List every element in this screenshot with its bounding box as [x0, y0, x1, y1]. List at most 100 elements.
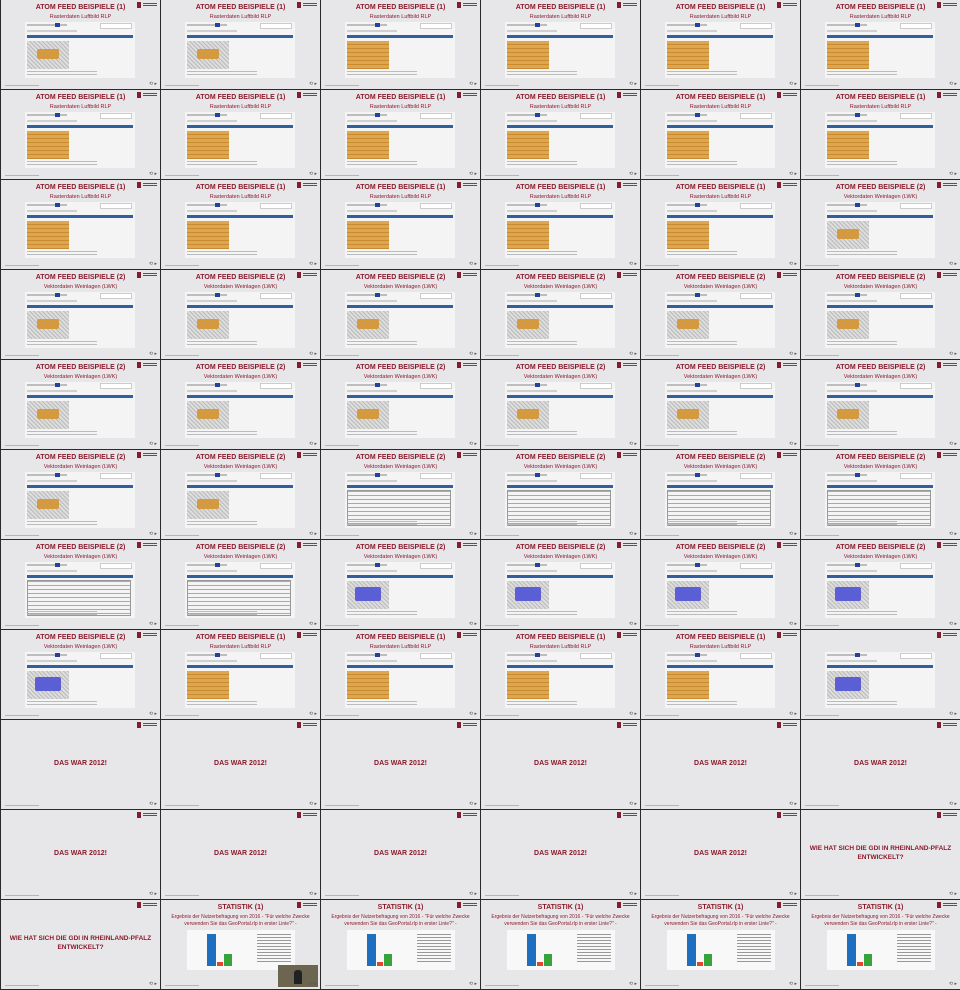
- slide-nav-icon[interactable]: ⟲ ▸: [148, 981, 157, 987]
- slide-thumbnail[interactable]: STATISTIK (1) Ergebnis der Nutzerbefragun…: [321, 900, 480, 989]
- slide-thumbnail[interactable]: ATOM FEED BEISPIELE (1) Rasterdaten Luftb…: [481, 180, 640, 269]
- slide-thumbnail[interactable]: DAS WAR 2012! ⟲ ▸: [161, 720, 320, 809]
- slide-nav-icon[interactable]: ⟲ ▸: [948, 351, 957, 357]
- slide-nav-icon[interactable]: ⟲ ▸: [948, 621, 957, 627]
- slide-nav-icon[interactable]: ⟲ ▸: [788, 441, 797, 447]
- slide-nav-icon[interactable]: ⟲ ▸: [468, 801, 477, 807]
- slide-nav-icon[interactable]: ⟲ ▸: [788, 171, 797, 177]
- slide-nav-icon[interactable]: ⟲ ▸: [948, 981, 957, 987]
- slide-nav-icon[interactable]: ⟲ ▸: [308, 621, 317, 627]
- slide-nav-icon[interactable]: ⟲ ▸: [308, 531, 317, 537]
- slide-thumbnail[interactable]: ATOM FEED BEISPIELE (1) Rasterdaten Luftb…: [161, 630, 320, 719]
- slide-thumbnail[interactable]: ATOM FEED BEISPIELE (2) Vektordaten Weinl…: [481, 360, 640, 449]
- slide-nav-icon[interactable]: ⟲ ▸: [148, 531, 157, 537]
- slide-thumbnail[interactable]: ATOM FEED BEISPIELE (2) Vektordaten Weinl…: [321, 450, 480, 539]
- slide-thumbnail[interactable]: ATOM FEED BEISPIELE (2) Vektordaten Weinl…: [801, 180, 960, 269]
- slide-thumbnail[interactable]: DAS WAR 2012! ⟲ ▸: [1, 720, 160, 809]
- slide-nav-icon[interactable]: ⟲ ▸: [628, 981, 637, 987]
- slide-thumbnail[interactable]: ATOM FEED BEISPIELE (1) Rasterdaten Luftb…: [1, 0, 160, 89]
- slide-thumbnail[interactable]: ATOM FEED BEISPIELE (2) Vektordaten Weinl…: [161, 270, 320, 359]
- slide-nav-icon[interactable]: ⟲ ▸: [628, 531, 637, 537]
- slide-nav-icon[interactable]: ⟲ ▸: [468, 531, 477, 537]
- slide-thumbnail[interactable]: ATOM FEED BEISPIELE (1) Rasterdaten Luftb…: [321, 90, 480, 179]
- slide-nav-icon[interactable]: ⟲ ▸: [948, 801, 957, 807]
- slide-thumbnail[interactable]: ATOM FEED BEISPIELE (1) Rasterdaten Luftb…: [161, 90, 320, 179]
- slide-nav-icon[interactable]: ⟲ ▸: [628, 621, 637, 627]
- slide-nav-icon[interactable]: ⟲ ▸: [308, 441, 317, 447]
- slide-nav-icon[interactable]: ⟲ ▸: [788, 981, 797, 987]
- slide-thumbnail[interactable]: ATOM FEED BEISPIELE (2) Vektordaten Weinl…: [481, 540, 640, 629]
- slide-nav-icon[interactable]: ⟲ ▸: [468, 171, 477, 177]
- slide-thumbnail[interactable]: ATOM FEED BEISPIELE (2) Vektordaten Weinl…: [481, 450, 640, 539]
- slide-thumbnail[interactable]: ATOM FEED BEISPIELE (2) Vektordaten Weinl…: [801, 270, 960, 359]
- slide-thumbnail[interactable]: ATOM FEED BEISPIELE (1) Rasterdaten Luftb…: [481, 90, 640, 179]
- slide-thumbnail[interactable]: ATOM FEED BEISPIELE (2) Vektordaten Weinl…: [1, 540, 160, 629]
- slide-thumbnail[interactable]: ATOM FEED BEISPIELE (2) Vektordaten Weinl…: [641, 360, 800, 449]
- slide-thumbnail[interactable]: DAS WAR 2012! ⟲ ▸: [1, 810, 160, 899]
- slide-thumbnail[interactable]: ATOM FEED BEISPIELE (1) Rasterdaten Luftb…: [321, 180, 480, 269]
- slide-thumbnail[interactable]: ⟲ ▸: [801, 630, 960, 719]
- slide-thumbnail[interactable]: ATOM FEED BEISPIELE (1) Rasterdaten Luftb…: [801, 90, 960, 179]
- slide-nav-icon[interactable]: ⟲ ▸: [788, 81, 797, 87]
- slide-nav-icon[interactable]: ⟲ ▸: [628, 891, 637, 897]
- slide-nav-icon[interactable]: ⟲ ▸: [148, 711, 157, 717]
- slide-thumbnail[interactable]: ATOM FEED BEISPIELE (1) Rasterdaten Luftb…: [1, 180, 160, 269]
- slide-thumbnail[interactable]: WIE HAT SICH DIE GDI IN RHEINLAND-PFALZ …: [1, 900, 160, 989]
- slide-nav-icon[interactable]: ⟲ ▸: [148, 441, 157, 447]
- slide-nav-icon[interactable]: ⟲ ▸: [148, 171, 157, 177]
- slide-nav-icon[interactable]: ⟲ ▸: [308, 261, 317, 267]
- slide-nav-icon[interactable]: ⟲ ▸: [308, 81, 317, 87]
- slide-nav-icon[interactable]: ⟲ ▸: [788, 531, 797, 537]
- slide-thumbnail[interactable]: ATOM FEED BEISPIELE (2) Vektordaten Weinl…: [321, 360, 480, 449]
- slide-nav-icon[interactable]: ⟲ ▸: [948, 261, 957, 267]
- slide-thumbnail[interactable]: ATOM FEED BEISPIELE (2) Vektordaten Weinl…: [1, 630, 160, 719]
- slide-thumbnail[interactable]: ATOM FEED BEISPIELE (2) Vektordaten Weinl…: [161, 540, 320, 629]
- slide-nav-icon[interactable]: ⟲ ▸: [788, 711, 797, 717]
- slide-thumbnail[interactable]: ATOM FEED BEISPIELE (1) Rasterdaten Luftb…: [801, 0, 960, 89]
- slide-thumbnail[interactable]: ATOM FEED BEISPIELE (2) Vektordaten Weinl…: [801, 360, 960, 449]
- slide-thumbnail[interactable]: ATOM FEED BEISPIELE (1) Rasterdaten Luftb…: [641, 630, 800, 719]
- slide-thumbnail[interactable]: DAS WAR 2012! ⟲ ▸: [481, 810, 640, 899]
- slide-thumbnail[interactable]: DAS WAR 2012! ⟲ ▸: [641, 720, 800, 809]
- slide-nav-icon[interactable]: ⟲ ▸: [468, 261, 477, 267]
- slide-nav-icon[interactable]: ⟲ ▸: [468, 621, 477, 627]
- slide-nav-icon[interactable]: ⟲ ▸: [468, 81, 477, 87]
- slide-nav-icon[interactable]: ⟲ ▸: [148, 351, 157, 357]
- slide-thumbnail[interactable]: ATOM FEED BEISPIELE (2) Vektordaten Weinl…: [321, 270, 480, 359]
- slide-thumbnail[interactable]: ATOM FEED BEISPIELE (2) Vektordaten Weinl…: [801, 450, 960, 539]
- slide-nav-icon[interactable]: ⟲ ▸: [788, 891, 797, 897]
- slide-nav-icon[interactable]: ⟲ ▸: [948, 81, 957, 87]
- slide-nav-icon[interactable]: ⟲ ▸: [788, 801, 797, 807]
- slide-thumbnail[interactable]: WIE HAT SICH DIE GDI IN RHEINLAND-PFALZ …: [801, 810, 960, 899]
- slide-thumbnail[interactable]: ATOM FEED BEISPIELE (1) Rasterdaten Luftb…: [641, 180, 800, 269]
- slide-thumbnail[interactable]: ATOM FEED BEISPIELE (1) Rasterdaten Luftb…: [321, 0, 480, 89]
- slide-nav-icon[interactable]: ⟲ ▸: [628, 441, 637, 447]
- slide-thumbnail[interactable]: DAS WAR 2012! ⟲ ▸: [481, 720, 640, 809]
- slide-thumbnail[interactable]: STATISTIK (1) Ergebnis der Nutzerbefragun…: [801, 900, 960, 989]
- slide-nav-icon[interactable]: ⟲ ▸: [628, 801, 637, 807]
- slide-nav-icon[interactable]: ⟲ ▸: [948, 171, 957, 177]
- slide-nav-icon[interactable]: ⟲ ▸: [948, 891, 957, 897]
- slide-nav-icon[interactable]: ⟲ ▸: [308, 981, 317, 987]
- slide-thumbnail[interactable]: ATOM FEED BEISPIELE (2) Vektordaten Weinl…: [161, 360, 320, 449]
- slide-nav-icon[interactable]: ⟲ ▸: [468, 711, 477, 717]
- slide-nav-icon[interactable]: ⟲ ▸: [628, 261, 637, 267]
- slide-nav-icon[interactable]: ⟲ ▸: [468, 351, 477, 357]
- slide-thumbnail[interactable]: ATOM FEED BEISPIELE (2) Vektordaten Weinl…: [321, 540, 480, 629]
- slide-nav-icon[interactable]: ⟲ ▸: [628, 711, 637, 717]
- slide-thumbnail[interactable]: ATOM FEED BEISPIELE (1) Rasterdaten Luftb…: [161, 180, 320, 269]
- slide-thumbnail[interactable]: ATOM FEED BEISPIELE (2) Vektordaten Weinl…: [641, 540, 800, 629]
- slide-thumbnail[interactable]: DAS WAR 2012! ⟲ ▸: [801, 720, 960, 809]
- slide-thumbnail[interactable]: ATOM FEED BEISPIELE (2) Vektordaten Weinl…: [1, 270, 160, 359]
- slide-thumbnail[interactable]: ATOM FEED BEISPIELE (2) Vektordaten Weinl…: [641, 450, 800, 539]
- slide-nav-icon[interactable]: ⟲ ▸: [148, 81, 157, 87]
- slide-thumbnail[interactable]: DAS WAR 2012! ⟲ ▸: [321, 720, 480, 809]
- slide-nav-icon[interactable]: ⟲ ▸: [308, 891, 317, 897]
- slide-nav-icon[interactable]: ⟲ ▸: [948, 711, 957, 717]
- slide-thumbnail[interactable]: ATOM FEED BEISPIELE (1) Rasterdaten Luftb…: [321, 630, 480, 719]
- slide-thumbnail[interactable]: ATOM FEED BEISPIELE (1) Rasterdaten Luftb…: [481, 630, 640, 719]
- slide-nav-icon[interactable]: ⟲ ▸: [148, 261, 157, 267]
- slide-thumbnail[interactable]: ATOM FEED BEISPIELE (2) Vektordaten Weinl…: [161, 450, 320, 539]
- slide-thumbnail[interactable]: DAS WAR 2012! ⟲ ▸: [641, 810, 800, 899]
- slide-nav-icon[interactable]: ⟲ ▸: [148, 891, 157, 897]
